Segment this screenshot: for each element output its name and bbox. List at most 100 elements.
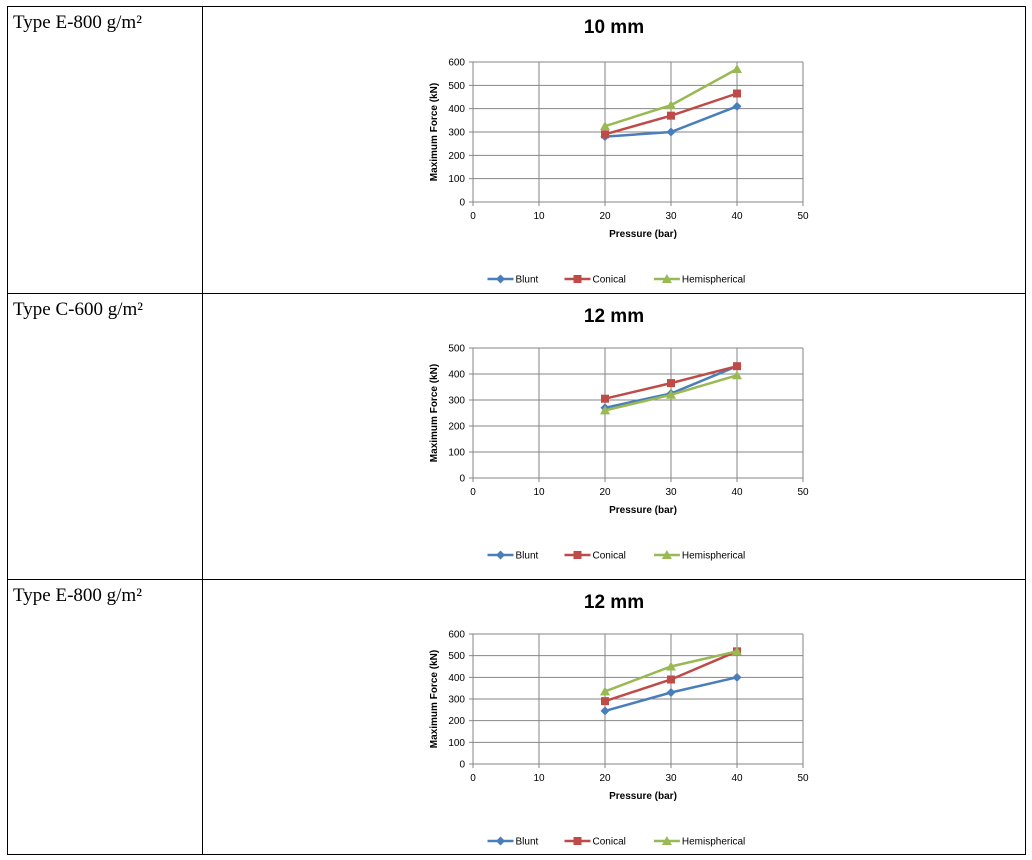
- row-label: Type C-600 g/m²: [13, 299, 143, 320]
- legend-label: Conical: [593, 837, 626, 848]
- legend-item-conical: Conical: [564, 551, 626, 562]
- row-label-cell: Type C-600 g/m²: [7, 293, 203, 580]
- legend-label: Blunt: [516, 551, 539, 562]
- chart-cell: 12 mm 0 100 200 300 400 500 0 10 20 30 40 50 Pressure…: [202, 293, 1026, 580]
- x-tick-label: 0: [470, 773, 476, 784]
- legend-label: Conical: [593, 275, 626, 286]
- legend: Blunt Conical Hemispherical: [487, 550, 745, 562]
- data-point: [600, 686, 610, 696]
- chart-2: 12 mm 0 100 200 300 400 500 0 10 20 30 40 50 Pressure…: [429, 306, 809, 562]
- legend-item-conical: Conical: [564, 275, 626, 286]
- data-point: [600, 706, 610, 716]
- data-point: [666, 127, 676, 137]
- x-tick-label: 10: [533, 773, 545, 784]
- data-point: [601, 130, 609, 139]
- row-label-cell: Type E-800 g/m²: [7, 6, 203, 294]
- y-tick-label: 300: [448, 396, 465, 407]
- y-tick-label: 100: [448, 738, 465, 749]
- x-tick-label: 40: [731, 487, 743, 498]
- legend-label: Conical: [593, 551, 626, 562]
- x-tick-label: 10: [533, 487, 545, 498]
- y-tick-label: 500: [448, 651, 465, 662]
- chart-title: 12 mm: [584, 306, 644, 327]
- legend-item-blunt: Blunt: [487, 836, 539, 848]
- data-point: [601, 697, 609, 706]
- figure-table: Type E-800 g/m² 10 mm 0 100 200 300 400 500 600…: [7, 6, 1026, 855]
- legend-marker: [573, 837, 582, 845]
- series-hemispherical: [600, 64, 742, 131]
- x-axis-label: Pressure (bar): [609, 791, 677, 802]
- y-axis-label: Maximum Force (kN): [429, 650, 440, 748]
- row-label-cell: Type E-800 g/m²: [7, 579, 203, 855]
- y-axis-label: Maximum Force (kN): [429, 83, 440, 181]
- legend-item-hemispherical: Hemispherical: [653, 836, 745, 848]
- data-point: [600, 405, 610, 415]
- legend-marker: [661, 550, 672, 559]
- x-axis-label: Pressure (bar): [609, 505, 677, 516]
- row-label: Type E-800 g/m²: [13, 585, 142, 606]
- y-tick-label: 0: [459, 760, 465, 771]
- legend: Blunt Conical Hemispherical: [487, 274, 745, 286]
- x-tick-label: 0: [470, 211, 476, 222]
- x-tick-label: 20: [599, 773, 611, 784]
- chart-3: 12 mm 0 100 200 300 400 500 600 0 10 20 30 40 50 Press…: [429, 592, 809, 848]
- chart-title: 10 mm: [584, 17, 644, 38]
- data-point: [666, 661, 676, 671]
- y-tick-label: 100: [448, 448, 465, 459]
- y-tick-label: 100: [448, 174, 465, 185]
- chart-cell: 10 mm 0 100 200 300 400 500 600 0 10 20 30 40 50 Press…: [202, 6, 1026, 294]
- legend-item-hemispherical: Hemispherical: [653, 274, 745, 286]
- legend-item-conical: Conical: [564, 837, 626, 848]
- data-point: [666, 100, 676, 110]
- y-tick-label: 200: [448, 422, 465, 433]
- chart-1: 10 mm 0 100 200 300 400 500 600 0 10 20 30 40 50 Press…: [429, 17, 809, 286]
- chart-cell: 12 mm 0 100 200 300 400 500 600 0 10 20 30 40 50 Press…: [202, 579, 1026, 855]
- data-point: [666, 389, 676, 399]
- x-tick-label: 20: [599, 211, 611, 222]
- legend-marker: [496, 836, 505, 846]
- legend-label: Blunt: [516, 275, 539, 286]
- y-tick-label: 200: [448, 716, 465, 727]
- y-tick-label: 0: [459, 474, 465, 485]
- legend-label: Blunt: [516, 837, 539, 848]
- chart-title: 12 mm: [584, 592, 644, 613]
- legend-label: Hemispherical: [682, 551, 745, 562]
- x-tick-label: 30: [665, 773, 677, 784]
- y-tick-label: 200: [448, 151, 465, 162]
- legend-item-blunt: Blunt: [487, 274, 539, 286]
- table-row: Type E-800 g/m² 10 mm 0 100 200 300 400 500 600…: [7, 6, 1026, 294]
- legend-marker: [573, 551, 582, 559]
- y-tick-label: 400: [448, 370, 465, 381]
- y-tick-label: 500: [448, 344, 465, 355]
- y-tick-label: 0: [459, 198, 465, 209]
- series-hemispherical: [600, 646, 742, 696]
- x-tick-label: 30: [665, 487, 677, 498]
- data-point: [600, 121, 610, 131]
- series-conical: [601, 362, 741, 403]
- x-tick-label: 20: [599, 487, 611, 498]
- series-blunt: [600, 672, 742, 716]
- data-point: [732, 672, 742, 682]
- y-tick-label: 300: [448, 128, 465, 139]
- legend-marker: [661, 836, 672, 845]
- x-tick-label: 50: [797, 211, 809, 222]
- x-tick-label: 10: [533, 211, 545, 222]
- x-axis-label: Pressure (bar): [609, 229, 677, 240]
- data-point: [601, 394, 609, 403]
- legend-marker: [573, 275, 582, 283]
- table-row: Type C-600 g/m² 12 mm 0 100 200 300 400 500 0 10…: [7, 293, 1026, 580]
- x-tick-label: 30: [665, 211, 677, 222]
- y-tick-label: 600: [448, 630, 465, 641]
- legend-marker: [496, 550, 505, 560]
- legend-label: Hemispherical: [682, 837, 745, 848]
- data-point: [667, 675, 675, 684]
- y-tick-label: 600: [448, 58, 465, 69]
- data-point: [733, 362, 741, 371]
- table-row: Type E-800 g/m² 12 mm 0 100 200 300 400 500 600…: [7, 579, 1026, 855]
- x-tick-label: 40: [731, 773, 743, 784]
- data-point: [732, 64, 742, 73]
- data-point: [732, 646, 742, 656]
- x-tick-label: 0: [470, 487, 476, 498]
- legend-marker: [496, 274, 505, 284]
- x-tick-label: 50: [797, 487, 809, 498]
